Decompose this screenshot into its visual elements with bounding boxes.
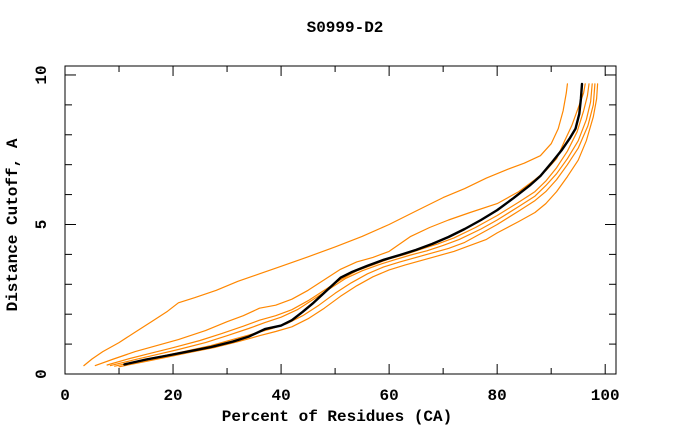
x-tick-label: 60 (380, 387, 399, 405)
curves-group (83, 82, 599, 368)
x-tick-label: 20 (163, 387, 182, 405)
y-tick-label: 10 (33, 65, 51, 84)
y-tick-label: 5 (33, 220, 51, 230)
axis-tick-labels: 0 20 40 60 80 100 0 5 10 (33, 65, 620, 405)
x-tick-label: 80 (488, 387, 507, 405)
x-tick-label: 100 (591, 387, 620, 405)
curve-orange-model-3 (106, 83, 590, 366)
x-axis-title: Percent of Residues (CA) (222, 408, 452, 426)
curve-orange-model-outlier (83, 83, 568, 367)
chart-title: S0999-D2 (307, 19, 384, 37)
axis-ticks (64, 66, 616, 375)
curve-orange-model-4 (109, 83, 593, 367)
curve-orange-model-2 (94, 83, 586, 367)
curve-orange-model-6 (118, 83, 599, 368)
plot-border (64, 65, 617, 375)
x-tick-label: 40 (271, 387, 290, 405)
y-axis-title: Distance Cutoff, A (4, 138, 22, 311)
x-tick-label: 0 (60, 387, 70, 405)
curve-orange-model-5 (114, 83, 596, 367)
curve-black-highlighted-model (123, 82, 584, 366)
y-tick-label: 0 (33, 369, 51, 379)
